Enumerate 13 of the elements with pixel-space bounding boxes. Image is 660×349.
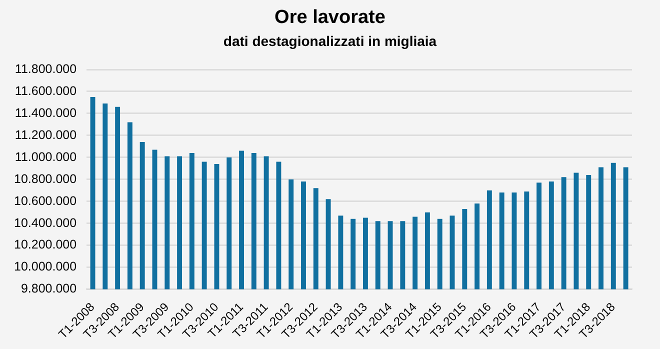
y-tick-label: 11.200.000 <box>14 128 77 142</box>
y-tick-label: 10.400.000 <box>14 216 77 230</box>
chart-subtitle: dati destagionalizzati in migliaia <box>222 32 438 51</box>
chart-title: Ore lavorate <box>274 6 386 30</box>
y-tick-label: 11.600.000 <box>14 84 77 98</box>
y-tick-label: 9.800.000 <box>20 282 77 296</box>
y-tick-label: 10.800.000 <box>14 172 77 186</box>
y-tick-label: 10.000.000 <box>14 260 77 274</box>
y-tick-label: 10.600.000 <box>14 194 77 208</box>
y-tick-label: 10.200.000 <box>14 238 77 252</box>
y-tick-label: 11.400.000 <box>14 106 77 120</box>
y-tick-label: 11.800.000 <box>14 62 77 76</box>
y-tick-label: 11.000.000 <box>14 150 77 164</box>
